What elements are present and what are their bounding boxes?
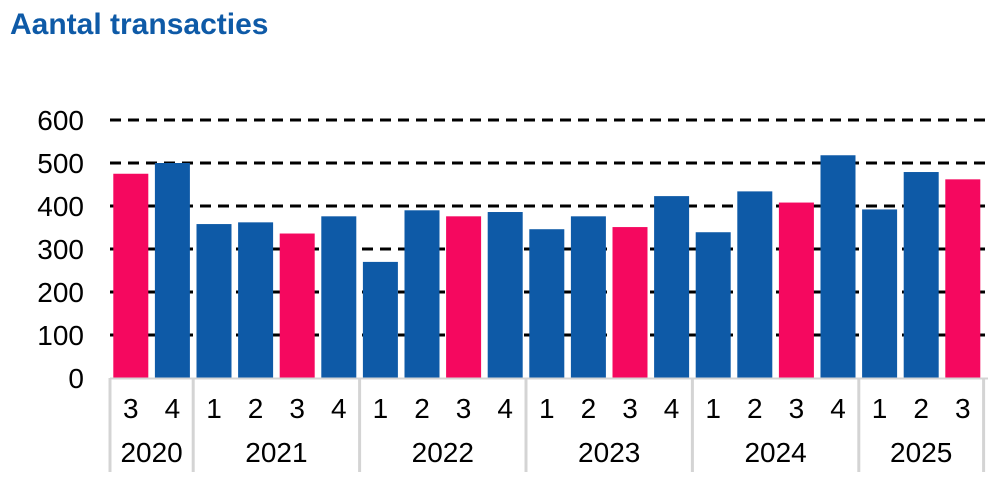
x-tick-label-year: 2021 bbox=[245, 437, 307, 468]
x-tick-label-year: 2022 bbox=[412, 437, 474, 468]
x-tick-label-quarter: 3 bbox=[789, 393, 805, 424]
x-tick-label-quarter: 1 bbox=[373, 393, 389, 424]
x-tick-label-quarter: 4 bbox=[497, 393, 513, 424]
x-tick-label-quarter: 2 bbox=[414, 393, 430, 424]
bar bbox=[778, 202, 814, 378]
bar bbox=[362, 261, 398, 378]
bar bbox=[113, 173, 149, 378]
bar bbox=[196, 224, 232, 378]
bar bbox=[903, 172, 939, 378]
x-tick-label-quarter: 1 bbox=[705, 393, 721, 424]
y-tick-label: 100 bbox=[37, 320, 84, 351]
bar bbox=[862, 209, 898, 378]
bar bbox=[487, 212, 523, 378]
x-tick-label-quarter: 3 bbox=[456, 393, 472, 424]
bar bbox=[154, 163, 190, 378]
x-tick-label-quarter: 3 bbox=[622, 393, 638, 424]
bar bbox=[446, 216, 482, 378]
x-tick-label-quarter: 4 bbox=[165, 393, 181, 424]
x-tick-label-quarter: 2 bbox=[248, 393, 264, 424]
x-tick-label-year: 2023 bbox=[578, 437, 640, 468]
x-tick-label-quarter: 2 bbox=[581, 393, 597, 424]
bar bbox=[612, 227, 648, 378]
bar bbox=[737, 191, 773, 378]
chart-title: Aantal transacties bbox=[10, 8, 269, 41]
bar bbox=[654, 196, 690, 378]
x-tick-label-quarter: 4 bbox=[664, 393, 680, 424]
bar bbox=[570, 216, 606, 378]
bar bbox=[279, 233, 315, 378]
y-tick-label: 200 bbox=[37, 277, 84, 308]
bar bbox=[529, 229, 565, 378]
x-tick-label-quarter: 3 bbox=[289, 393, 305, 424]
x-tick-label-quarter: 4 bbox=[830, 393, 846, 424]
x-tick-label-year: 2024 bbox=[744, 437, 806, 468]
y-tick-label: 500 bbox=[37, 148, 84, 179]
x-tick-label-quarter: 2 bbox=[913, 393, 929, 424]
y-tick-label: 600 bbox=[37, 105, 84, 136]
y-tick-label: 0 bbox=[68, 363, 84, 394]
y-tick-label: 400 bbox=[37, 191, 84, 222]
bar bbox=[820, 155, 856, 378]
x-tick-label-year: 2025 bbox=[890, 437, 952, 468]
x-tick-label-quarter: 2 bbox=[747, 393, 763, 424]
x-tick-label-quarter: 1 bbox=[872, 393, 888, 424]
bar bbox=[238, 222, 274, 378]
x-tick-label-quarter: 3 bbox=[123, 393, 139, 424]
y-tick-label: 300 bbox=[37, 234, 84, 265]
bar bbox=[695, 232, 731, 378]
bar bbox=[321, 216, 357, 378]
x-tick-label-quarter: 4 bbox=[331, 393, 347, 424]
bar bbox=[404, 210, 440, 378]
x-tick-label-quarter: 1 bbox=[539, 393, 555, 424]
x-tick-label-quarter: 1 bbox=[206, 393, 222, 424]
bar bbox=[945, 179, 981, 378]
x-tick-label-quarter: 3 bbox=[955, 393, 971, 424]
x-tick-label-year: 2020 bbox=[120, 437, 182, 468]
